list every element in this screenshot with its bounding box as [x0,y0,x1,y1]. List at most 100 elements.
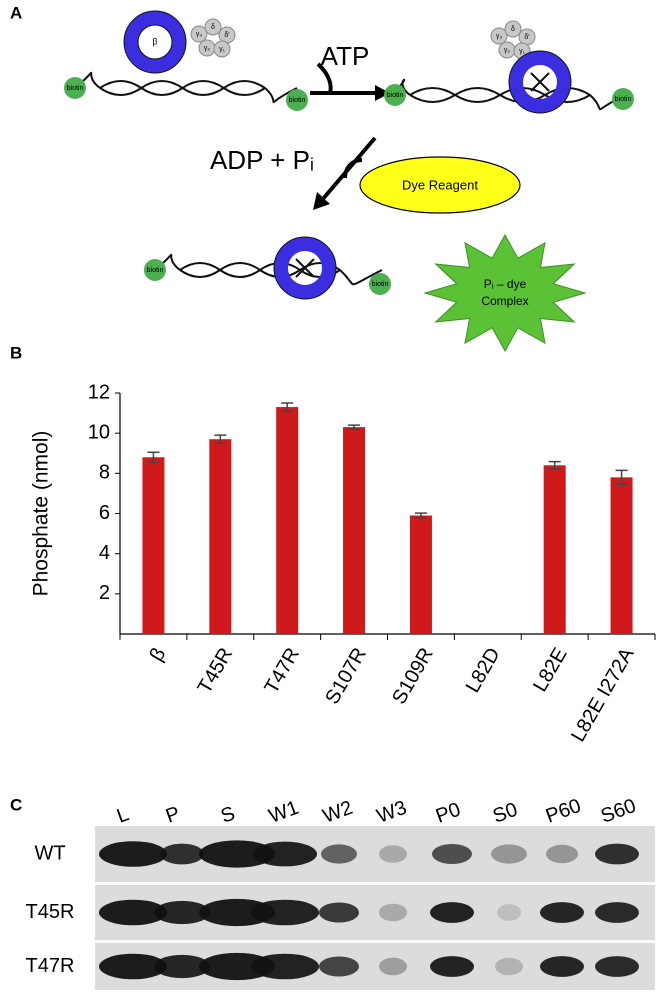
biotin-label: biotin [147,267,164,274]
gel-band [251,953,319,980]
x-tick-label: T45R [194,644,238,697]
row-label: T45R [26,901,75,923]
lane-label: W2 [320,797,356,828]
loader-label: δ′ [524,34,530,41]
loader-label: δ′ [224,32,230,39]
gel-band [321,844,357,864]
x-tick-label: T47R [261,644,305,697]
loader-subunit [504,20,522,38]
arrowhead [375,85,390,101]
x-tick-label: L82E I272A [567,644,639,746]
error-bar [214,434,227,444]
error-bar [348,424,361,430]
gel-band [199,952,275,981]
biotin-bead [286,89,308,111]
panel-label: B [10,343,22,362]
biotin-label: biotin [67,85,84,92]
dye-reagent [359,156,521,214]
error-bar [548,460,561,470]
clamp-ring [124,11,186,73]
loader-subunit [213,40,231,58]
y-tick-label: 6 [99,502,110,524]
x-tick-label: L82D [462,644,505,696]
lane-label: L [114,803,132,827]
pi-dye-star [423,233,587,353]
complex-label: Pᵢ – dye [484,277,527,291]
biotin-bead [612,88,634,110]
biotin-bead [144,259,166,281]
biotin-bead [64,77,86,99]
biotin-bead [384,84,406,106]
gel-band [495,957,523,976]
error-bar [147,451,160,464]
row-label: T47R [26,955,75,977]
adp-label: ADP + Pᵢ [210,145,314,175]
error-bar [414,512,427,519]
clamp-outline [273,236,337,300]
gel-band [99,953,167,980]
biotin-label: biotin [372,281,389,288]
lane-label: S0 [490,799,521,828]
loader-label: δ [211,24,215,31]
gel-band [99,841,167,867]
gel-band [540,902,584,923]
lane-label: P0 [433,799,464,828]
gel-band [595,902,639,923]
error-bar [281,402,294,412]
panel-label: A [10,3,22,22]
loader-label: γ₂ [504,47,511,54]
clamp-ring [509,51,571,113]
arrowhead [313,192,330,210]
clamp-outline [508,50,572,114]
loader-label: γ₃ [196,31,203,38]
bar [610,477,633,634]
gel-band [430,902,474,923]
gel-band [154,900,210,925]
bar [276,407,299,634]
gel-band [379,845,407,863]
clamp-cross [530,72,550,92]
gel-band [154,954,210,979]
loader-label: γ₁ [219,46,226,53]
biotin-label: biotin [387,92,404,99]
x-tick-label: L82E [529,644,571,695]
gel-band [99,899,167,926]
gel-band [595,956,639,977]
row-label: WT [34,842,65,864]
gel-band [251,899,319,926]
bar [543,465,566,634]
loader-label: γ₂ [204,45,211,52]
lane-label: P60 [543,795,584,828]
y-tick-label: 4 [99,542,110,564]
x-tick-label: β [146,644,171,665]
gel-band [546,844,578,864]
gel-band [199,898,275,927]
atp-label: ATP [321,41,370,71]
loader-label: γ₃ [496,33,503,40]
dna-strand [179,262,341,278]
x-tick-label: S109R [388,644,438,708]
loader-subunit [490,27,508,45]
reaction-arrow [320,136,377,202]
lane-label: W3 [374,797,410,828]
lane-label: S [218,802,238,827]
bar [409,515,432,634]
y-tick-label: 12 [88,381,110,403]
gel-band [432,844,472,864]
bar [343,427,366,634]
dna-strand [264,87,298,104]
y-axis-title: Phosphate (nmol) [30,431,53,597]
complex-label: Complex [481,294,528,308]
bar [142,457,165,634]
gel-band [595,843,639,865]
loader-subunit [204,18,222,36]
y-tick-label: 8 [99,462,110,484]
lane-label: W1 [266,797,302,828]
error-bar [615,469,628,486]
reaction-arrow [310,62,378,95]
x-tick-label: S107R [321,644,371,708]
gel-band [379,903,407,922]
gel-band [491,844,527,864]
gel-band [319,902,359,923]
